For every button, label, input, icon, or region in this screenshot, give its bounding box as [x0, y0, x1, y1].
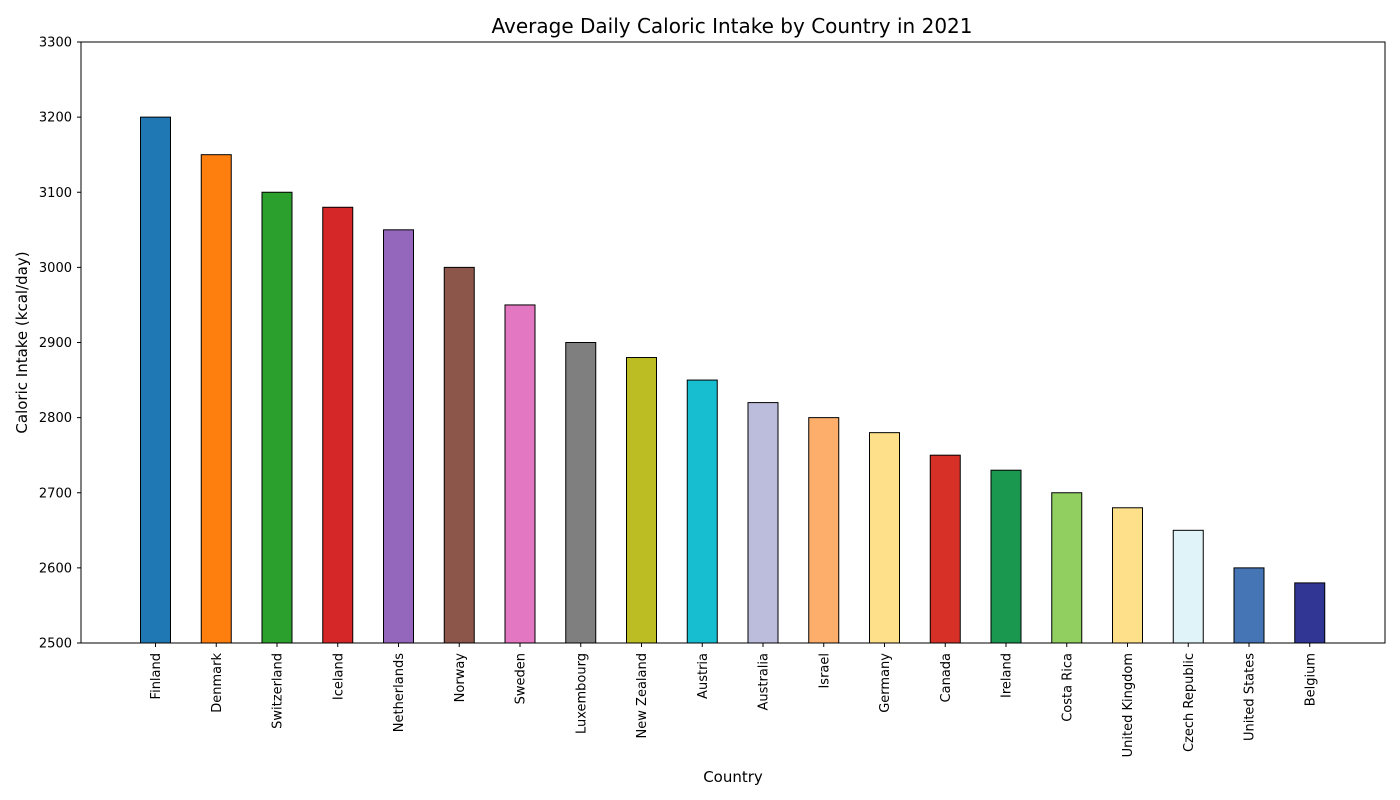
x-tick-label: Belgium	[1303, 653, 1318, 706]
y-tick-label: 3200	[39, 111, 72, 126]
bar-czech-republic	[1172, 529, 1204, 644]
bar-sweden	[504, 304, 536, 644]
y-tick-label: 2800	[39, 411, 72, 426]
x-tick-label: United States	[1243, 653, 1258, 741]
bar-iceland	[322, 206, 354, 644]
bar-austria	[686, 379, 718, 644]
bar-canada	[929, 454, 961, 644]
y-tick-label: 3000	[39, 261, 72, 276]
bar-costa-rica	[1051, 492, 1083, 644]
x-tick-label: Denmark	[210, 653, 225, 713]
x-tick-label: Sweden	[514, 653, 529, 704]
y-tick-label: 2700	[39, 486, 72, 501]
bar-ireland	[990, 469, 1022, 644]
y-axis-label: Caloric Intake (kcal/day)	[13, 251, 31, 433]
x-tick-label: Canada	[939, 653, 954, 702]
bar-finland	[140, 116, 171, 644]
y-tick-label: 2900	[39, 336, 72, 351]
y-tick-label: 2500	[39, 637, 72, 652]
x-tick-label: Luxembourg	[574, 653, 589, 734]
x-tick-label: Netherlands	[392, 653, 407, 732]
bar-belgium	[1294, 582, 1326, 644]
bar-norway	[443, 266, 475, 644]
bar-switzerland	[261, 191, 293, 644]
x-tick-label: Australia	[757, 653, 772, 711]
plot-frame	[80, 41, 1386, 644]
x-tick-label: New Zealand	[635, 653, 650, 738]
x-tick-label: Switzerland	[271, 653, 286, 729]
x-axis: Finland Denmark Switzerland Iceland Netherla…	[149, 643, 1318, 757]
bar-new-zealand	[626, 357, 657, 644]
y-axis: 2500 2600 2700 2800 2900 3000 3100 3200 3300	[39, 36, 81, 652]
bars-group	[140, 116, 1326, 644]
bar-united-states	[1233, 567, 1265, 644]
x-tick-label: Germany	[878, 653, 893, 713]
x-tick-label: Norway	[453, 653, 468, 703]
y-tick-label: 2600	[39, 561, 72, 576]
bar-denmark	[200, 154, 232, 644]
x-tick-label: Israel	[817, 653, 832, 689]
x-axis-label: Country	[703, 768, 763, 786]
x-tick-label: Costa Rica	[1060, 653, 1075, 722]
x-tick-label: Finland	[149, 653, 164, 699]
x-tick-label: United Kingdom	[1121, 653, 1136, 757]
y-tick-label: 3300	[39, 36, 72, 51]
bar-luxembourg	[565, 342, 597, 644]
bar-germany	[869, 432, 900, 644]
x-tick-label: Czech Republic	[1182, 653, 1197, 752]
y-tick-label: 3100	[39, 186, 72, 201]
x-tick-label: Iceland	[331, 653, 346, 700]
bar-netherlands	[383, 229, 414, 644]
bar-united-kingdom	[1112, 507, 1143, 644]
bar-australia	[747, 402, 779, 644]
x-tick-label: Ireland	[1000, 653, 1015, 698]
chart-title: Average Daily Caloric Intake by Country …	[492, 14, 973, 38]
x-tick-label: Austria	[696, 653, 711, 699]
bar-israel	[808, 417, 840, 644]
